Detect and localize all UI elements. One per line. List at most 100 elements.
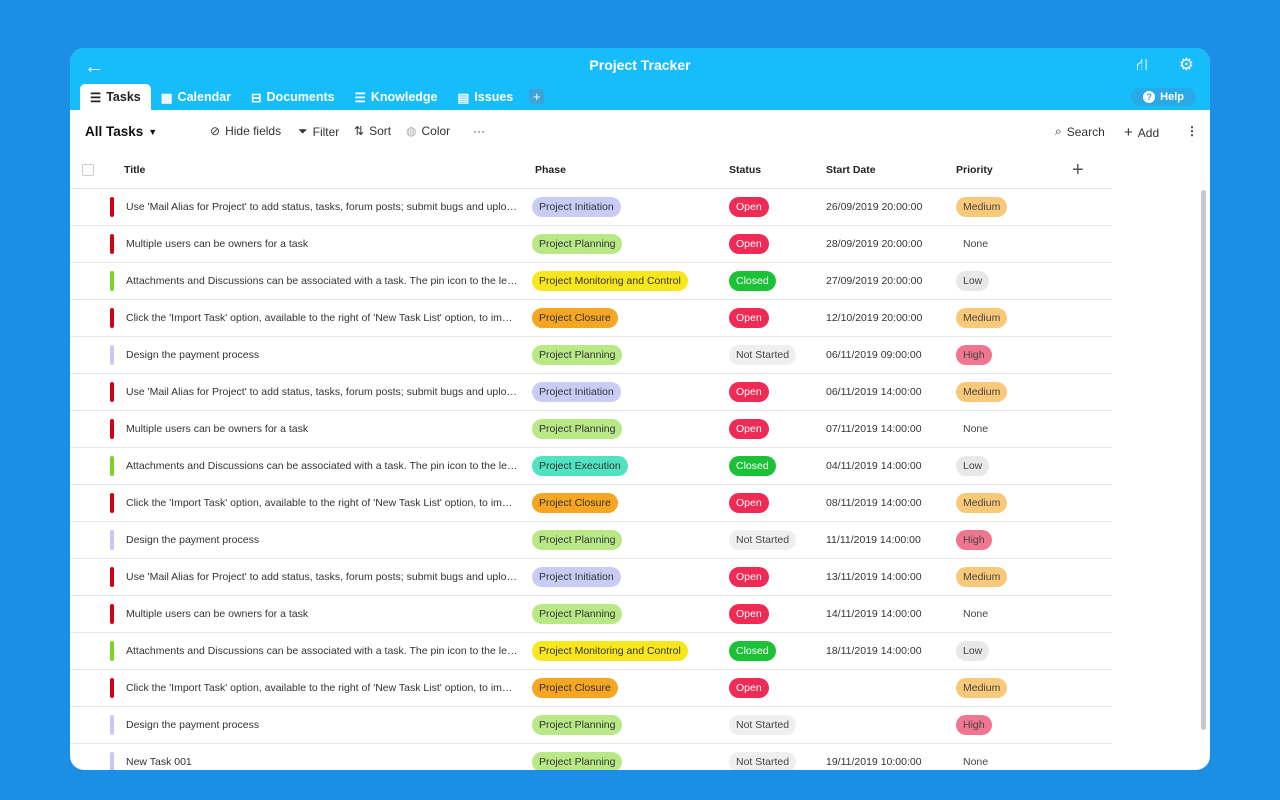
start-date-cell[interactable]: 13/11/2019 14:00:00 xyxy=(826,571,922,583)
task-title[interactable]: New Task 001 xyxy=(126,756,192,768)
help-button[interactable]: ? Help xyxy=(1131,88,1196,106)
status-badge[interactable]: Open xyxy=(729,604,769,624)
table-row[interactable]: Multiple users can be owners for a task … xyxy=(70,226,1112,263)
col-title[interactable]: Title xyxy=(124,164,146,176)
task-title[interactable]: Use 'Mail Alias for Project' to add stat… xyxy=(126,201,518,213)
task-title[interactable]: Click the 'Import Task' option, availabl… xyxy=(126,312,518,324)
task-title[interactable]: Use 'Mail Alias for Project' to add stat… xyxy=(126,571,518,583)
phase-badge[interactable]: Project Planning xyxy=(532,530,623,550)
table-row[interactable]: Click the 'Import Task' option, availabl… xyxy=(70,300,1112,337)
start-date-cell[interactable]: 06/11/2019 14:00:00 xyxy=(826,386,922,398)
status-badge[interactable]: Open xyxy=(729,234,769,254)
phase-badge[interactable]: Project Closure xyxy=(532,308,618,328)
start-date-cell[interactable]: 18/11/2019 14:00:00 xyxy=(826,645,922,657)
add-column-button[interactable]: + xyxy=(1072,159,1084,181)
table-row[interactable]: Attachments and Discussions can be assoc… xyxy=(70,633,1112,670)
priority-badge[interactable]: Medium xyxy=(956,678,1008,698)
priority-badge[interactable]: High xyxy=(956,715,992,735)
priority-badge[interactable]: High xyxy=(956,530,992,550)
priority-badge[interactable]: None xyxy=(963,756,989,768)
task-title[interactable]: Multiple users can be owners for a task xyxy=(126,423,309,435)
task-title[interactable]: Click the 'Import Task' option, availabl… xyxy=(126,682,518,694)
search-button[interactable]: ⌕ Search xyxy=(1055,124,1105,139)
task-title[interactable]: Design the payment process xyxy=(126,534,260,546)
task-title[interactable]: Design the payment process xyxy=(126,349,260,361)
tab-calendar[interactable]: ▦ Calendar xyxy=(151,84,241,110)
table-row[interactable]: Multiple users can be owners for a task … xyxy=(70,411,1112,448)
tab-documents[interactable]: ⊟ Documents xyxy=(241,84,345,110)
start-date-cell[interactable]: 12/10/2019 20:00:00 xyxy=(826,312,923,324)
status-badge[interactable]: Not Started xyxy=(729,345,797,365)
tab-knowledge[interactable]: ☰ Knowledge xyxy=(345,84,448,110)
task-title[interactable]: Attachments and Discussions can be assoc… xyxy=(126,275,518,287)
phase-badge[interactable]: Project Planning xyxy=(532,234,623,254)
start-date-cell[interactable]: 14/11/2019 14:00:00 xyxy=(826,608,922,620)
priority-badge[interactable]: Low xyxy=(956,641,990,661)
task-title[interactable]: Click the 'Import Task' option, availabl… xyxy=(126,497,518,509)
phase-badge[interactable]: Project Initiation xyxy=(532,567,621,587)
status-badge[interactable]: Open xyxy=(729,382,769,402)
task-title[interactable]: Use 'Mail Alias for Project' to add stat… xyxy=(126,386,518,398)
phase-badge[interactable]: Project Execution xyxy=(532,456,628,476)
priority-badge[interactable]: Medium xyxy=(956,493,1008,513)
table-row[interactable]: Design the payment process Project Plann… xyxy=(70,337,1112,374)
status-badge[interactable]: Open xyxy=(729,197,769,217)
tab-tasks[interactable]: ☰ Tasks xyxy=(80,84,151,110)
tab-issues[interactable]: ▤ Issues xyxy=(448,84,524,110)
filter-button[interactable]: ⏷ Filter xyxy=(298,124,339,139)
status-badge[interactable]: Closed xyxy=(729,641,776,661)
table-row[interactable]: Click the 'Import Task' option, availabl… xyxy=(70,670,1112,707)
phase-badge[interactable]: Project Planning xyxy=(532,345,623,365)
task-title[interactable]: Multiple users can be owners for a task xyxy=(126,238,309,250)
sort-button[interactable]: ⇅ Sort xyxy=(354,124,391,138)
start-date-cell[interactable]: 28/09/2019 20:00:00 xyxy=(826,238,923,250)
priority-badge[interactable]: Low xyxy=(956,271,990,291)
task-title[interactable]: Attachments and Discussions can be assoc… xyxy=(126,460,518,472)
priority-badge[interactable]: Medium xyxy=(956,567,1008,587)
back-arrow-icon[interactable]: ← xyxy=(84,56,104,78)
table-row[interactable]: Multiple users can be owners for a task … xyxy=(70,596,1112,633)
status-badge[interactable]: Open xyxy=(729,493,769,513)
phase-badge[interactable]: Project Planning xyxy=(532,752,623,770)
table-row[interactable]: Attachments and Discussions can be assoc… xyxy=(70,448,1112,485)
phase-badge[interactable]: Project Planning xyxy=(532,419,623,439)
select-all-checkbox[interactable] xyxy=(82,164,94,176)
col-status[interactable]: Status xyxy=(729,164,762,176)
table-row[interactable]: Attachments and Discussions can be assoc… xyxy=(70,263,1112,300)
task-title[interactable]: Attachments and Discussions can be assoc… xyxy=(126,645,518,657)
start-date-cell[interactable]: 06/11/2019 09:00:00 xyxy=(826,349,922,361)
phase-badge[interactable]: Project Closure xyxy=(532,493,618,513)
start-date-cell[interactable]: 07/11/2019 14:00:00 xyxy=(826,423,922,435)
status-badge[interactable]: Closed xyxy=(729,456,776,476)
status-badge[interactable]: Open xyxy=(729,308,769,328)
status-badge[interactable]: Open xyxy=(729,567,769,587)
phase-badge[interactable]: Project Planning xyxy=(532,604,623,624)
start-date-cell[interactable]: 11/11/2019 14:00:00 xyxy=(826,534,921,546)
scrollbar[interactable] xyxy=(1201,190,1206,730)
priority-badge[interactable]: Low xyxy=(956,456,990,476)
more-button[interactable]: ··· xyxy=(473,124,485,138)
phase-badge[interactable]: Project Monitoring and Control xyxy=(532,271,688,291)
status-badge[interactable]: Not Started xyxy=(729,752,797,770)
start-date-cell[interactable]: 04/11/2019 14:00:00 xyxy=(826,460,922,472)
status-badge[interactable]: Not Started xyxy=(729,715,797,735)
priority-badge[interactable]: High xyxy=(956,345,992,365)
priority-badge[interactable]: Medium xyxy=(956,197,1008,217)
priority-badge[interactable]: Medium xyxy=(956,382,1008,402)
kebab-menu-icon[interactable]: ⋮ xyxy=(1186,124,1198,138)
task-title[interactable]: Design the payment process xyxy=(126,719,260,731)
priority-badge[interactable]: None xyxy=(963,238,989,250)
phase-badge[interactable]: Project Initiation xyxy=(532,382,621,402)
table-row[interactable]: Design the payment process Project Plann… xyxy=(70,522,1112,559)
add-tab-button[interactable]: + xyxy=(529,89,545,104)
col-start-date[interactable]: Start Date xyxy=(826,164,876,176)
start-date-cell[interactable]: 27/09/2019 20:00:00 xyxy=(826,275,923,287)
task-title[interactable]: Multiple users can be owners for a task xyxy=(126,608,309,620)
status-badge[interactable]: Closed xyxy=(729,271,776,291)
table-row[interactable]: New Task 001 Project Planning Not Starte… xyxy=(70,744,1112,770)
gear-icon[interactable]: ⚙ xyxy=(1178,55,1194,74)
add-button[interactable]: + Add xyxy=(1124,124,1159,141)
col-priority[interactable]: Priority xyxy=(956,164,993,176)
table-row[interactable]: Design the payment process Project Plann… xyxy=(70,707,1112,744)
phase-badge[interactable]: Project Closure xyxy=(532,678,618,698)
